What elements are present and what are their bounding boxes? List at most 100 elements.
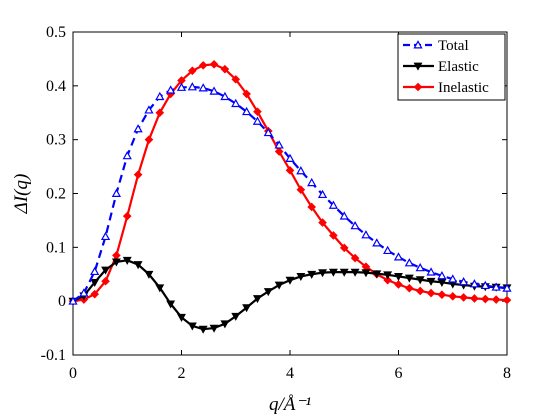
y-tick-label: -0.1 bbox=[41, 347, 66, 364]
data-point-total bbox=[220, 91, 230, 101]
data-point-total bbox=[263, 127, 273, 137]
series-total bbox=[68, 82, 512, 305]
data-point-inelastic bbox=[329, 231, 338, 240]
y-tick-label: 0.5 bbox=[46, 24, 66, 41]
y-tick-label: 0.3 bbox=[46, 132, 66, 149]
legend-label-inelastic: Inelastic bbox=[438, 80, 489, 96]
data-point-total bbox=[133, 124, 143, 133]
data-point-elastic bbox=[220, 320, 230, 329]
data-point-total bbox=[383, 245, 393, 255]
data-point-total bbox=[372, 238, 382, 247]
legend-marker-elastic bbox=[413, 62, 423, 71]
data-point-total bbox=[458, 276, 469, 286]
data-point-total bbox=[469, 279, 480, 288]
data-point-elastic bbox=[177, 313, 186, 322]
data-point-total bbox=[231, 98, 241, 108]
data-point-total bbox=[198, 83, 208, 92]
data-point-inelastic bbox=[415, 286, 425, 296]
y-tick-label: 0.4 bbox=[46, 78, 66, 95]
data-point-inelastic bbox=[339, 243, 349, 253]
data-point-total bbox=[187, 82, 197, 91]
data-point-total bbox=[480, 280, 490, 290]
x-tick-label: 6 bbox=[395, 365, 403, 382]
y-tick-label: 0 bbox=[58, 293, 66, 310]
data-point-total bbox=[448, 274, 458, 283]
data-point-elastic bbox=[263, 288, 273, 297]
y-tick-label: 0.1 bbox=[46, 239, 66, 256]
data-point-inelastic bbox=[448, 292, 458, 301]
data-point-elastic bbox=[437, 278, 447, 287]
data-point-elastic bbox=[426, 277, 436, 286]
data-point-inelastic bbox=[502, 295, 512, 305]
data-point-inelastic bbox=[133, 170, 143, 179]
data-point-total bbox=[285, 153, 295, 162]
legend-label-elastic: Elastic bbox=[438, 59, 479, 75]
data-point-elastic bbox=[155, 284, 165, 293]
data-point-elastic bbox=[339, 268, 349, 277]
data-point-total bbox=[252, 116, 263, 125]
data-point-inelastic bbox=[144, 135, 154, 144]
data-point-inelastic bbox=[296, 185, 306, 195]
data-point-total bbox=[317, 189, 328, 199]
data-point-inelastic bbox=[394, 280, 403, 289]
data-point-total bbox=[144, 105, 154, 114]
data-point-inelastic bbox=[405, 283, 414, 293]
data-point-inelastic bbox=[491, 295, 501, 304]
x-tick-label: 0 bbox=[69, 365, 77, 382]
data-point-total bbox=[166, 85, 176, 94]
data-point-inelastic bbox=[209, 59, 219, 69]
data-point-elastic bbox=[383, 271, 393, 280]
data-point-elastic bbox=[253, 295, 262, 304]
data-point-total bbox=[90, 266, 100, 276]
data-point-elastic bbox=[144, 270, 154, 279]
data-point-elastic bbox=[133, 261, 143, 270]
y-tick-label: 0.2 bbox=[46, 186, 66, 203]
data-point-total bbox=[361, 230, 371, 239]
data-point-total bbox=[491, 282, 501, 291]
data-point-inelastic bbox=[220, 64, 230, 74]
data-point-total bbox=[437, 271, 447, 280]
data-point-total bbox=[79, 288, 89, 297]
data-point-elastic bbox=[285, 276, 295, 285]
data-point-inelastic bbox=[383, 275, 392, 285]
y-axis-label: ΔI(q) bbox=[11, 174, 32, 215]
data-point-elastic bbox=[372, 270, 382, 279]
data-point-total bbox=[68, 296, 78, 305]
data-point-inelastic bbox=[242, 89, 251, 99]
data-point-elastic bbox=[90, 278, 100, 287]
data-point-elastic bbox=[350, 268, 360, 277]
series-inelastic bbox=[68, 59, 512, 306]
data-point-inelastic bbox=[285, 166, 295, 175]
data-point-total bbox=[502, 283, 512, 292]
data-point-total bbox=[100, 231, 111, 241]
data-point-total bbox=[328, 200, 339, 209]
data-point-elastic bbox=[404, 274, 414, 283]
data-point-elastic bbox=[318, 269, 327, 278]
data-point-total bbox=[122, 150, 132, 160]
legend: Total Elastic Inelastic bbox=[397, 33, 506, 101]
data-point-elastic bbox=[415, 276, 425, 285]
data-point-total bbox=[307, 177, 317, 187]
data-point-total bbox=[350, 220, 360, 230]
data-point-elastic bbox=[328, 268, 338, 277]
data-point-elastic bbox=[307, 270, 317, 279]
data-point-inelastic bbox=[188, 66, 197, 76]
data-point-elastic bbox=[242, 304, 252, 313]
data-point-elastic bbox=[274, 281, 284, 290]
legend-label-total: Total bbox=[438, 38, 469, 54]
x-tick-label: 2 bbox=[178, 365, 186, 382]
data-point-inelastic bbox=[274, 147, 284, 156]
data-point-elastic bbox=[296, 273, 306, 282]
data-point-total bbox=[241, 106, 252, 116]
data-point-inelastic bbox=[307, 202, 317, 212]
data-point-elastic bbox=[101, 266, 110, 275]
data-point-inelastic bbox=[480, 294, 490, 304]
data-point-inelastic bbox=[437, 290, 447, 300]
data-point-total bbox=[296, 166, 306, 175]
data-point-inelastic bbox=[155, 108, 165, 118]
data-point-inelastic bbox=[459, 293, 468, 302]
data-point-elastic bbox=[111, 258, 121, 267]
data-point-total bbox=[111, 188, 122, 197]
